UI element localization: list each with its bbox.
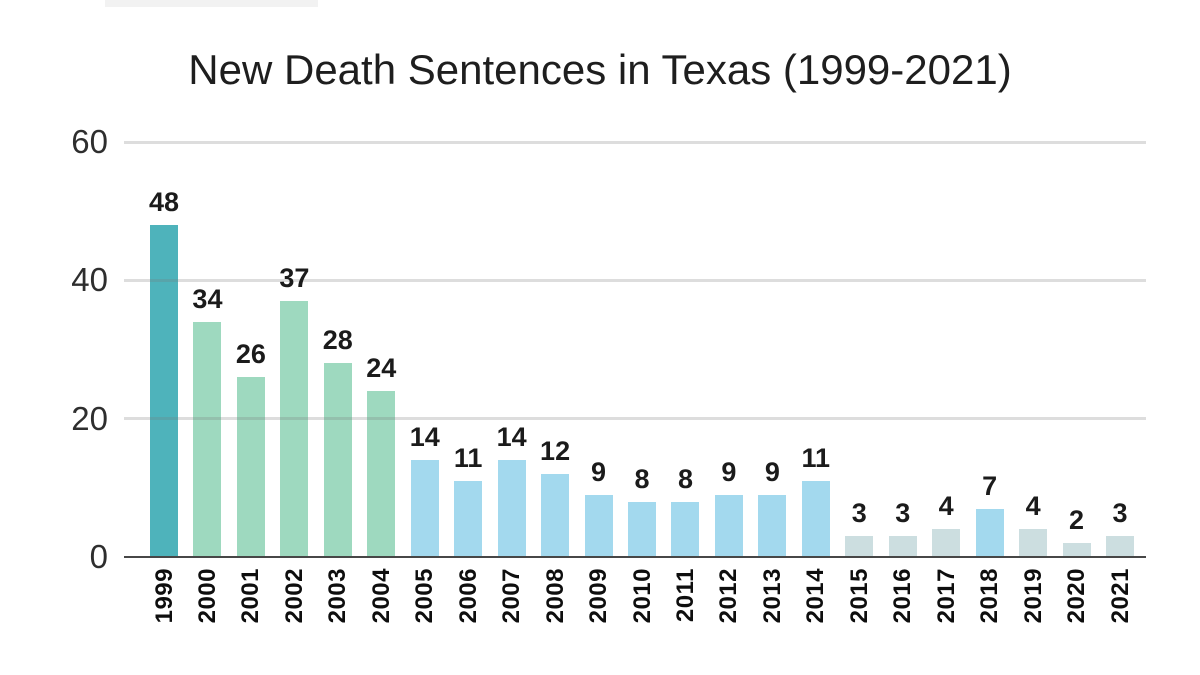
bar-2012: [714, 494, 743, 557]
x-tick-label-2009: 2009: [585, 568, 613, 624]
x-tick-label-2002: 2002: [280, 568, 308, 624]
x-tick-label-2004: 2004: [367, 568, 395, 624]
x-tick-label-2018: 2018: [976, 568, 1004, 624]
x-tick-label-2021: 2021: [1106, 568, 1134, 624]
bar-value-label-2013: 9: [764, 456, 780, 487]
y-tick-label-0: 0: [89, 538, 108, 575]
gridline-40: [124, 278, 1146, 282]
bar-value-label-2004: 24: [366, 353, 397, 383]
x-tick-label-2017: 2017: [932, 568, 960, 624]
bar-value-label-2002: 37: [279, 263, 310, 294]
bar-2009: [584, 494, 613, 557]
bar-value-label-2011: 8: [677, 463, 693, 494]
bar-2010: [628, 501, 656, 557]
x-tick-label-2016: 2016: [889, 568, 917, 624]
y-tick-label-60: 60: [71, 123, 108, 160]
bar-2002: [280, 301, 309, 557]
bar-value-label-2016: 3: [895, 498, 911, 529]
x-axis-line: [124, 556, 1146, 558]
bar-2018: [975, 508, 1004, 557]
bar-1999: [150, 225, 178, 557]
x-tick-label-2000: 2000: [193, 568, 221, 624]
x-tick-label-2010: 2010: [628, 568, 656, 624]
bar-2021: [1106, 536, 1134, 557]
bar-2008: [541, 474, 570, 557]
gridline-60: [124, 140, 1146, 144]
bar-value-label-2007: 14: [496, 422, 527, 453]
top-edge-artifact: [105, 0, 318, 7]
x-tick-label-2006: 2006: [454, 568, 482, 624]
x-tick-label-2001: 2001: [237, 568, 265, 624]
bar-2019: [1019, 529, 1048, 557]
bar-value-label-2018: 7: [982, 470, 998, 501]
x-tick-label-2005: 2005: [411, 568, 439, 624]
bar-value-label-2000: 34: [192, 283, 223, 314]
bar-2006: [454, 480, 483, 557]
bar-2001: [236, 377, 265, 557]
bar-2011: [671, 501, 700, 557]
bar-value-label-2015: 3: [851, 498, 867, 529]
bar-value-label-2019: 4: [1025, 491, 1041, 522]
bar-value-label-2010: 8: [634, 463, 650, 494]
x-tick-label-2014: 2014: [802, 568, 830, 624]
y-tick-label-40: 40: [71, 261, 108, 299]
x-tick-label-2007: 2007: [498, 568, 526, 624]
x-tick-label-1999: 1999: [150, 568, 178, 624]
bar-2013: [758, 494, 787, 557]
bar-value-label-2006: 11: [453, 442, 483, 473]
bar-value-label-2020: 2: [1069, 505, 1085, 536]
chart-title: New Death Sentences in Texas (1999-2021): [188, 46, 1012, 93]
bar-value-label-2008: 12: [540, 436, 571, 466]
bar-value-label-2012: 9: [721, 456, 737, 487]
x-tick-label-2020: 2020: [1063, 568, 1091, 624]
bar-value-label-2014: 11: [801, 442, 831, 473]
x-tick-label-2008: 2008: [541, 568, 569, 624]
bar-2020: [1062, 543, 1091, 557]
y-tick-label-20: 20: [71, 399, 108, 437]
bar-2017: [932, 529, 961, 557]
bar-value-label-2009: 9: [591, 456, 607, 487]
x-tick-label-2019: 2019: [1019, 568, 1047, 624]
bar-2000: [193, 321, 222, 557]
x-tick-label-2003: 2003: [324, 568, 352, 624]
bar-2014: [801, 480, 830, 557]
x-tick-label-2012: 2012: [715, 568, 743, 624]
bar-value-label-2005: 14: [409, 422, 440, 453]
x-tick-label-2011: 2011: [671, 568, 699, 623]
bar-2007: [497, 460, 526, 557]
bar-2015: [845, 536, 874, 557]
bar-2016: [888, 536, 917, 557]
bar-2005: [410, 460, 439, 557]
bar-value-label-1999: 48: [148, 187, 180, 217]
x-tick-label-2015: 2015: [845, 568, 873, 624]
bar-value-label-2021: 3: [1112, 498, 1128, 529]
bar-value-label-2017: 4: [938, 491, 954, 522]
bar-value-label-2001: 26: [235, 339, 266, 370]
x-tick-label-2013: 2013: [758, 568, 786, 624]
bar-2003: [323, 363, 352, 557]
bar-value-label-2003: 28: [322, 325, 353, 356]
bar-2004: [367, 391, 396, 557]
gridline-20: [124, 417, 1146, 421]
